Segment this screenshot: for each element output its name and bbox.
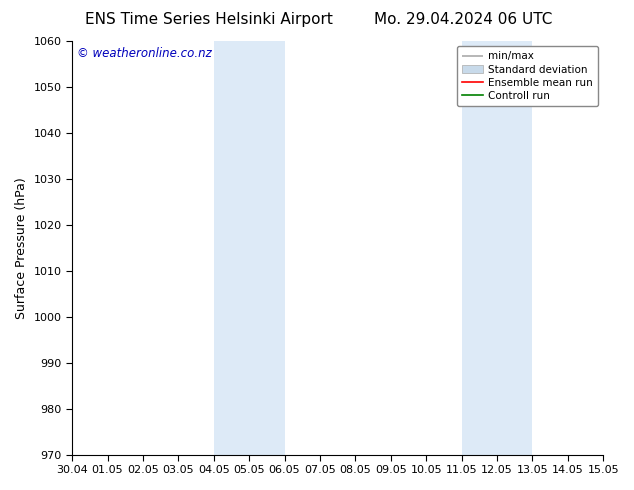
Text: © weatheronline.co.nz: © weatheronline.co.nz (77, 47, 212, 60)
Y-axis label: Surface Pressure (hPa): Surface Pressure (hPa) (15, 177, 28, 318)
Bar (214, 41, 285, 455)
Text: ENS Time Series Helsinki Airport: ENS Time Series Helsinki Airport (86, 12, 333, 27)
Legend: min/max, Standard deviation, Ensemble mean run, Controll run: min/max, Standard deviation, Ensemble me… (456, 46, 598, 106)
Bar (462, 41, 533, 455)
Text: Mo. 29.04.2024 06 UTC: Mo. 29.04.2024 06 UTC (373, 12, 552, 27)
